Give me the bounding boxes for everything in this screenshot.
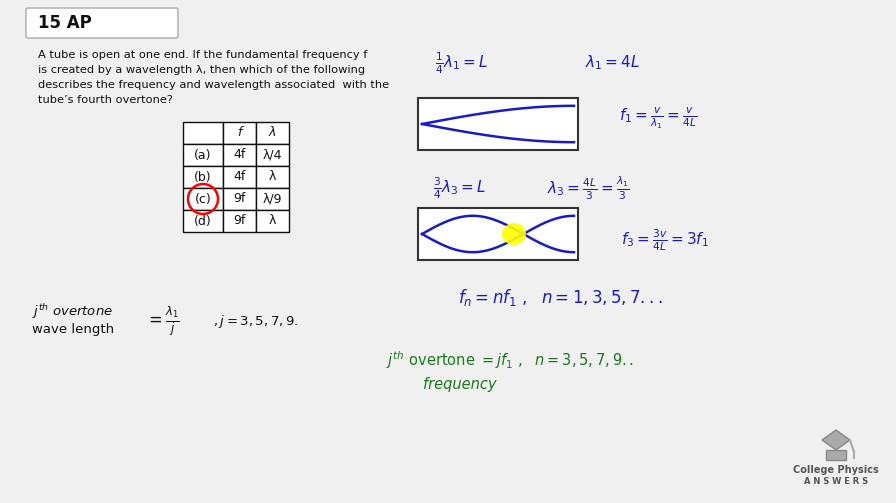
Text: $j^{th}$ overtone: $j^{th}$ overtone xyxy=(32,302,113,321)
Bar xyxy=(418,208,578,260)
Bar xyxy=(826,450,846,460)
Text: λ: λ xyxy=(269,214,276,227)
FancyBboxPatch shape xyxy=(26,8,178,38)
Text: λ: λ xyxy=(269,126,276,139)
Text: (b): (b) xyxy=(194,171,211,184)
Text: $f_n = nf_1\ ,\ \ n = 1,3,5,7...$: $f_n = nf_1\ ,\ \ n = 1,3,5,7...$ xyxy=(458,288,662,308)
Text: (d): (d) xyxy=(194,214,211,227)
Text: 9f: 9f xyxy=(233,214,246,227)
Text: 4f: 4f xyxy=(233,171,246,184)
Text: $\frac{1}{4}\lambda_1 = L$: $\frac{1}{4}\lambda_1 = L$ xyxy=(435,50,488,76)
Polygon shape xyxy=(822,430,850,450)
Ellipse shape xyxy=(502,223,526,245)
Text: λ/9: λ/9 xyxy=(263,193,282,206)
Text: (a): (a) xyxy=(194,148,211,161)
Bar xyxy=(183,144,223,166)
Bar xyxy=(256,166,289,188)
Text: A tube is open at one end. If the fundamental frequency f: A tube is open at one end. If the fundam… xyxy=(38,50,367,60)
Bar xyxy=(183,122,223,144)
Text: tube’s fourth overtone?: tube’s fourth overtone? xyxy=(38,95,173,105)
Text: 4f: 4f xyxy=(233,148,246,161)
Bar xyxy=(256,144,289,166)
Bar xyxy=(223,166,256,188)
Bar xyxy=(223,188,256,210)
Text: frequency: frequency xyxy=(423,377,496,392)
Text: λ: λ xyxy=(269,171,276,184)
Bar xyxy=(183,210,223,232)
Text: $f_3 = \frac{3v}{4L} = 3f_1$: $f_3 = \frac{3v}{4L} = 3f_1$ xyxy=(621,227,709,253)
Bar xyxy=(256,188,289,210)
Bar xyxy=(223,144,256,166)
Text: λ/4: λ/4 xyxy=(263,148,282,161)
Text: $f_1 = \frac{v}{\lambda_1} = \frac{v}{4L}$: $f_1 = \frac{v}{\lambda_1} = \frac{v}{4L… xyxy=(619,105,697,131)
Bar xyxy=(183,166,223,188)
Text: $= \frac{\lambda_1}{j}$: $= \frac{\lambda_1}{j}$ xyxy=(144,305,179,339)
Text: wave length: wave length xyxy=(32,323,114,337)
Text: is created by a wavelength λ, then which of the following: is created by a wavelength λ, then which… xyxy=(38,65,366,75)
Bar xyxy=(223,122,256,144)
Text: 15 AP: 15 AP xyxy=(38,14,91,32)
Text: 9f: 9f xyxy=(233,193,246,206)
Text: describes the frequency and wavelength associated  with the: describes the frequency and wavelength a… xyxy=(38,80,389,90)
Text: $\lambda_3 = \frac{4L}{3} = \frac{\lambda_1}{3}$: $\lambda_3 = \frac{4L}{3} = \frac{\lambd… xyxy=(547,174,629,202)
Text: $\frac{3}{4}\lambda_3 = L$: $\frac{3}{4}\lambda_3 = L$ xyxy=(434,175,487,201)
Bar xyxy=(183,188,223,210)
Text: $, j = 3,5,7,9.$: $, j = 3,5,7,9.$ xyxy=(213,313,298,330)
Text: $j^{th}$ overtone $= jf_1\ ,\ \ n = 3,5,7,9..$: $j^{th}$ overtone $= jf_1\ ,\ \ n = 3,5,… xyxy=(386,349,634,371)
Text: $\lambda_1 = 4L$: $\lambda_1 = 4L$ xyxy=(584,54,640,72)
Text: (c): (c) xyxy=(194,193,211,206)
Bar xyxy=(418,98,578,150)
Text: College Physics: College Physics xyxy=(793,465,879,475)
Bar xyxy=(256,210,289,232)
Bar xyxy=(223,210,256,232)
Bar xyxy=(256,122,289,144)
Text: f: f xyxy=(237,126,242,139)
Text: A N S W E R S: A N S W E R S xyxy=(804,476,868,485)
